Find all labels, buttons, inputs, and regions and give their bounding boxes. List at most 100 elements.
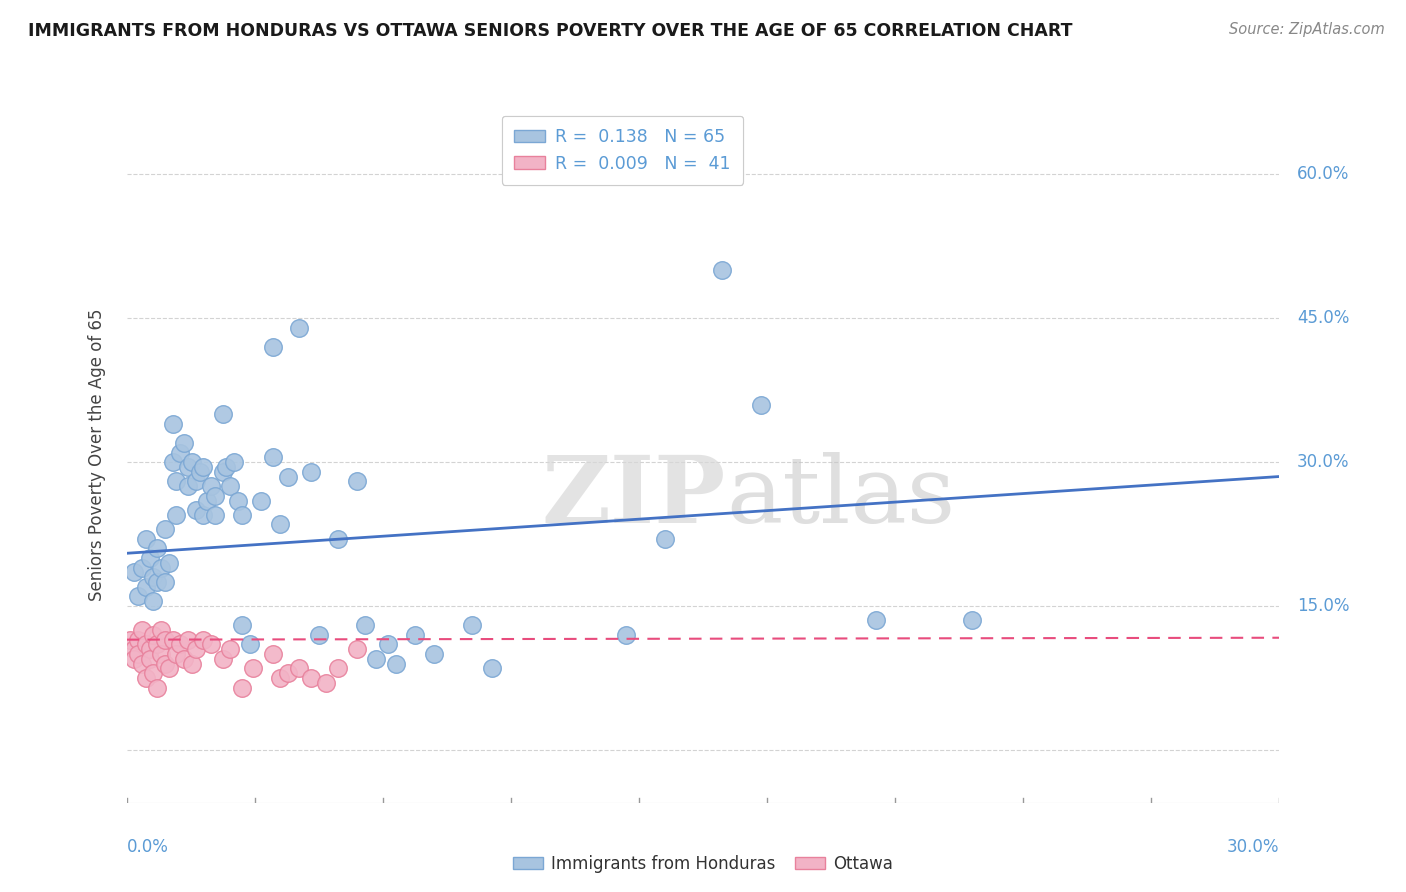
Point [269, 671, 291, 685]
Point [288, 320, 311, 334]
Point [204, 489, 226, 503]
Point [142, 570, 165, 584]
Point [211, 407, 233, 421]
Point [166, 647, 188, 661]
Point [250, 493, 273, 508]
Point [150, 623, 173, 637]
Text: IMMIGRANTS FROM HONDURAS VS OTTAWA SENIORS POVERTY OVER THE AGE OF 65 CORRELATIO: IMMIGRANTS FROM HONDURAS VS OTTAWA SENIO… [28, 22, 1073, 40]
Point [219, 642, 242, 657]
Point [131, 623, 153, 637]
Point [299, 465, 322, 479]
Point [135, 637, 157, 651]
Point [366, 652, 388, 666]
Point [142, 666, 165, 681]
Point [269, 517, 291, 532]
Point [193, 632, 215, 647]
Point [153, 522, 176, 536]
Point [162, 417, 184, 431]
Point [211, 465, 233, 479]
Point [162, 632, 184, 647]
Point [127, 647, 149, 661]
Point [135, 532, 157, 546]
Point [749, 398, 772, 412]
Point [188, 465, 211, 479]
Point [346, 642, 368, 657]
Point [326, 532, 349, 546]
Point [315, 676, 337, 690]
Point [195, 493, 218, 508]
Point [180, 455, 202, 469]
Text: 30.0%: 30.0% [1227, 838, 1279, 856]
Point [308, 628, 330, 642]
Point [180, 657, 202, 671]
Y-axis label: Seniors Poverty Over the Age of 65: Seniors Poverty Over the Age of 65 [87, 309, 105, 601]
Point [326, 661, 349, 675]
Point [404, 628, 426, 642]
Point [288, 661, 311, 675]
Point [231, 681, 253, 695]
Point [224, 455, 246, 469]
Point [614, 628, 637, 642]
Point [423, 647, 446, 661]
Point [200, 637, 222, 651]
Point [146, 681, 169, 695]
Point [231, 508, 253, 522]
Point [122, 566, 145, 580]
Point [150, 560, 173, 574]
Point [142, 594, 165, 608]
Point [377, 637, 399, 651]
Point [184, 642, 207, 657]
Point [277, 666, 299, 681]
Point [135, 671, 157, 685]
Point [157, 556, 180, 570]
Point [169, 445, 191, 459]
Point [960, 614, 983, 628]
Point [127, 632, 149, 647]
Point [193, 508, 215, 522]
Point [146, 637, 169, 651]
Point [135, 580, 157, 594]
Point [146, 575, 169, 590]
Point [162, 455, 184, 469]
Point [127, 590, 149, 604]
Point [481, 661, 503, 675]
Point [177, 632, 200, 647]
Point [384, 657, 406, 671]
Text: 0.0%: 0.0% [127, 838, 169, 856]
Point [153, 575, 176, 590]
Point [166, 508, 188, 522]
Point [157, 661, 180, 675]
Point [138, 652, 160, 666]
Point [131, 657, 153, 671]
Point [215, 459, 238, 474]
Text: 15.0%: 15.0% [1296, 597, 1350, 615]
Point [262, 450, 284, 465]
Point [142, 628, 165, 642]
Text: 60.0%: 60.0% [1296, 165, 1350, 183]
Point [173, 436, 195, 450]
Point [193, 459, 215, 474]
Point [238, 637, 260, 651]
Point [299, 671, 322, 685]
Text: 30.0%: 30.0% [1296, 453, 1350, 471]
Point [173, 652, 195, 666]
Point [146, 541, 169, 556]
Point [277, 469, 299, 483]
Point [353, 618, 375, 632]
Point [122, 652, 145, 666]
Point [138, 642, 160, 657]
Point [242, 661, 264, 675]
Text: 45.0%: 45.0% [1296, 310, 1350, 327]
Point [200, 479, 222, 493]
Legend: R =  0.138   N = 65, R =  0.009   N =  41: R = 0.138 N = 65, R = 0.009 N = 41 [502, 116, 742, 185]
Point [654, 532, 676, 546]
Legend: Immigrants from Honduras, Ottawa: Immigrants from Honduras, Ottawa [506, 848, 900, 880]
Point [120, 632, 142, 647]
Point [150, 647, 173, 661]
Point [262, 340, 284, 354]
Point [184, 475, 207, 489]
Point [262, 647, 284, 661]
Point [131, 560, 153, 574]
Point [231, 618, 253, 632]
Point [711, 263, 734, 277]
